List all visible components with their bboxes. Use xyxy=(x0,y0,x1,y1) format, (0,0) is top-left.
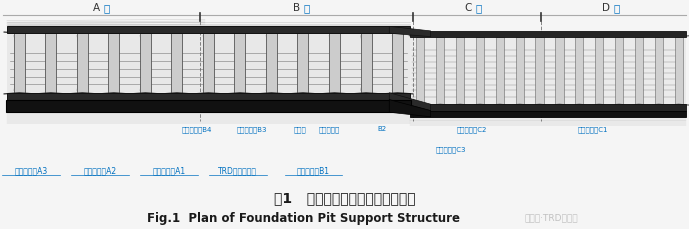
Text: 段: 段 xyxy=(303,3,309,13)
Polygon shape xyxy=(140,33,151,93)
Polygon shape xyxy=(329,33,340,93)
Polygon shape xyxy=(675,37,683,104)
Text: 段: 段 xyxy=(103,3,110,13)
Polygon shape xyxy=(595,37,604,104)
Text: 抽芯检测孔A3: 抽芯检测孔A3 xyxy=(14,166,48,175)
Polygon shape xyxy=(234,33,245,93)
Polygon shape xyxy=(635,37,643,104)
Polygon shape xyxy=(410,31,686,37)
Text: 段: 段 xyxy=(475,3,482,13)
Polygon shape xyxy=(389,93,431,111)
Polygon shape xyxy=(298,33,309,93)
Polygon shape xyxy=(76,33,88,93)
Polygon shape xyxy=(495,37,504,104)
Polygon shape xyxy=(535,37,544,104)
Text: 抽芯检测孔C1: 抽芯检测孔C1 xyxy=(577,126,608,133)
Text: 公众号·TRD工法网: 公众号·TRD工法网 xyxy=(524,213,578,223)
Polygon shape xyxy=(360,33,371,93)
Polygon shape xyxy=(203,33,214,93)
Text: 内支撑: 内支撑 xyxy=(294,126,306,133)
Polygon shape xyxy=(615,37,623,104)
Text: 抽芯检测孔B4: 抽芯检测孔B4 xyxy=(181,126,212,133)
Text: D: D xyxy=(601,3,610,13)
Text: 抽芯检测孔B1: 抽芯检测孔B1 xyxy=(297,166,330,175)
Polygon shape xyxy=(456,37,464,104)
Polygon shape xyxy=(555,37,564,104)
Text: 段: 段 xyxy=(613,3,619,13)
Polygon shape xyxy=(7,26,410,33)
Polygon shape xyxy=(436,37,444,104)
Polygon shape xyxy=(476,37,484,104)
Polygon shape xyxy=(410,37,686,104)
Text: Fig.1  Plan of Foundation Pit Support Structure: Fig.1 Plan of Foundation Pit Support Str… xyxy=(147,212,460,224)
Polygon shape xyxy=(575,37,584,104)
Polygon shape xyxy=(7,93,410,100)
Text: TRD水泥土墙体: TRD水泥土墙体 xyxy=(218,166,257,175)
Text: A: A xyxy=(93,3,100,13)
Polygon shape xyxy=(389,26,431,37)
Polygon shape xyxy=(108,33,119,93)
Polygon shape xyxy=(410,104,686,111)
Text: 抽芯检测孔C2: 抽芯检测孔C2 xyxy=(457,126,487,133)
Polygon shape xyxy=(7,33,410,93)
Text: 抽芯检测孔C3: 抽芯检测孔C3 xyxy=(436,147,466,153)
Text: 抽芯检测孔B3: 抽芯检测孔B3 xyxy=(236,126,267,133)
Polygon shape xyxy=(172,33,183,93)
Polygon shape xyxy=(266,33,277,93)
Polygon shape xyxy=(45,33,56,93)
Polygon shape xyxy=(14,33,25,93)
Text: C: C xyxy=(464,3,472,13)
Polygon shape xyxy=(392,33,403,93)
Polygon shape xyxy=(410,111,686,117)
Text: 抽芯检测孔: 抽芯检测孔 xyxy=(319,126,340,133)
Text: 抽芯检测孔A1: 抽芯检测孔A1 xyxy=(152,166,185,175)
Polygon shape xyxy=(655,37,663,104)
Polygon shape xyxy=(389,100,431,117)
Text: 图1   基坑支护结构平面布置示意图: 图1 基坑支护结构平面布置示意图 xyxy=(274,191,415,205)
Text: 抽芯检测孔A2: 抽芯检测孔A2 xyxy=(83,166,116,175)
Polygon shape xyxy=(515,37,524,104)
Polygon shape xyxy=(6,100,411,112)
Polygon shape xyxy=(416,37,424,104)
Text: B: B xyxy=(293,3,300,13)
Text: B2: B2 xyxy=(378,126,387,132)
